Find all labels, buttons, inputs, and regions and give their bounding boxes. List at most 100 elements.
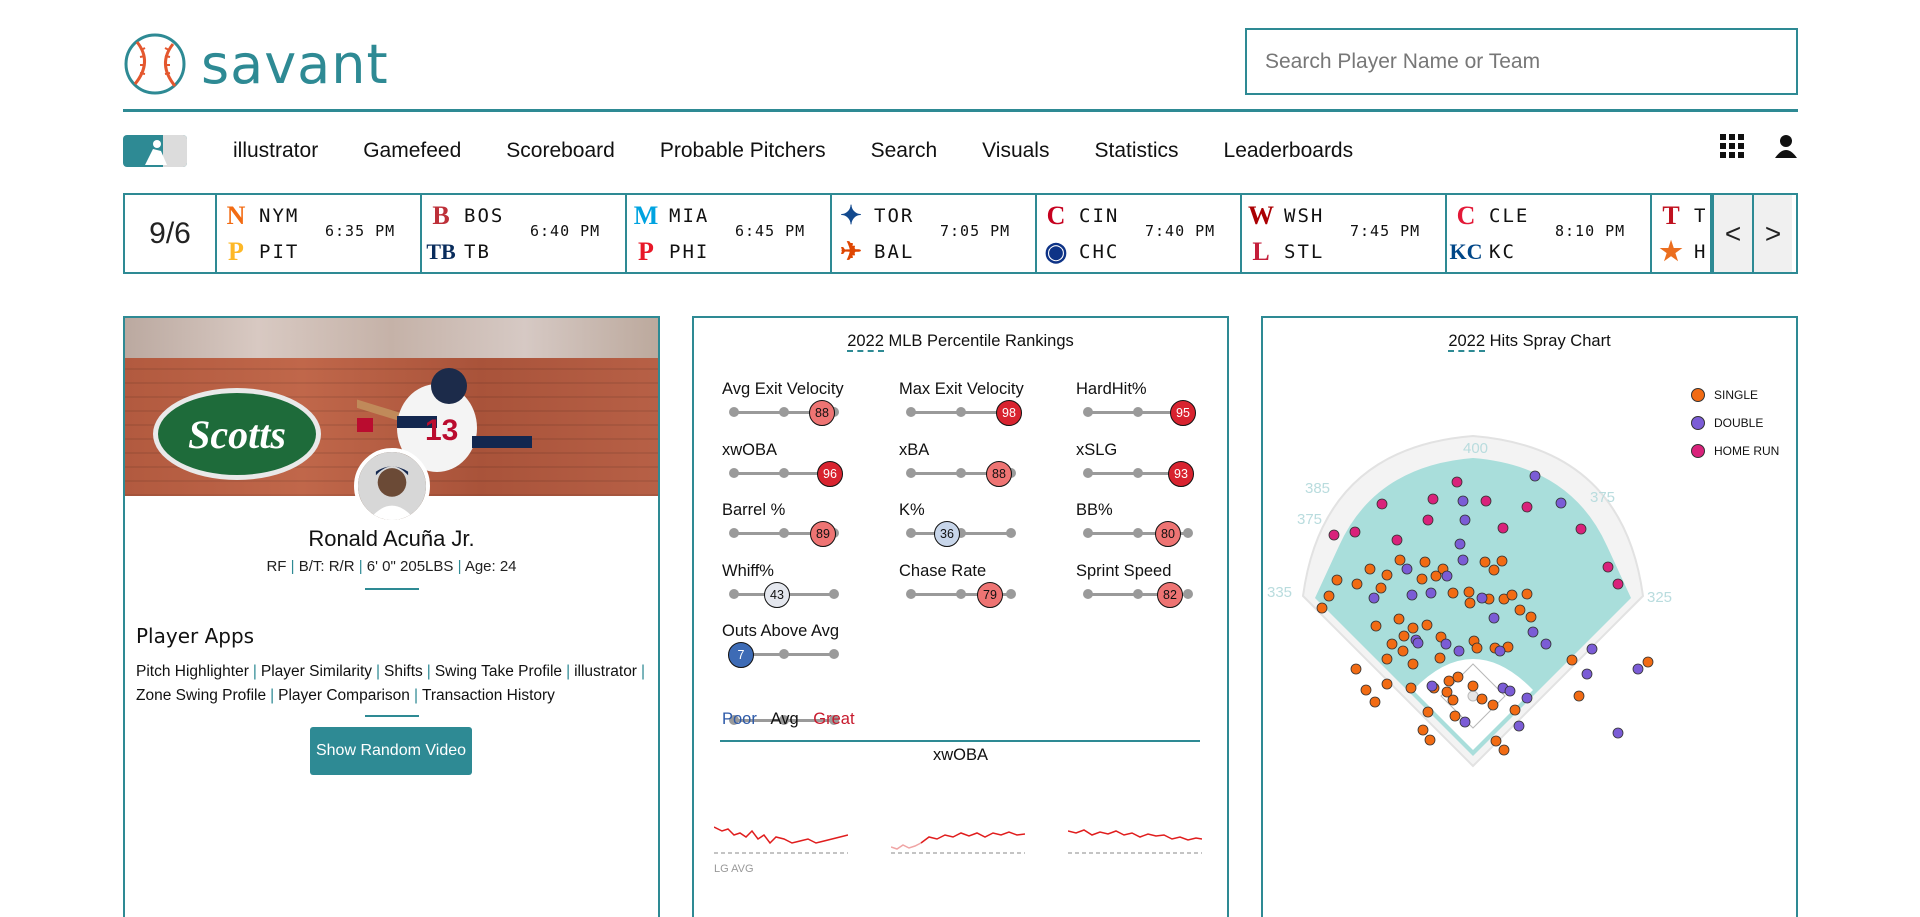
- hit-point-double[interactable]: [1406, 589, 1418, 601]
- hit-point-single[interactable]: [1350, 663, 1362, 675]
- percentile-item[interactable]: xSLG 93: [1076, 441, 1216, 491]
- nav-item-illustrator[interactable]: illustrator: [233, 139, 319, 162]
- game-card[interactable]: ✦ TOR ✈ BAL 7:05 PM: [832, 195, 1037, 272]
- hit-point-single[interactable]: [1407, 622, 1419, 634]
- hit-point-single[interactable]: [1506, 589, 1518, 601]
- app-link-transaction-history[interactable]: Transaction History: [421, 687, 555, 704]
- hit-point-single[interactable]: [1490, 735, 1502, 747]
- percentile-item[interactable]: Avg Exit Velocity 88: [722, 380, 862, 430]
- percentile-item[interactable]: Whiff% 43: [722, 562, 862, 612]
- hit-point-single[interactable]: [1449, 710, 1461, 722]
- hit-point-double[interactable]: [1457, 495, 1469, 507]
- hit-point-single[interactable]: [1419, 556, 1431, 568]
- hit-point-home-run[interactable]: [1602, 561, 1614, 573]
- hit-point-double[interactable]: [1426, 680, 1438, 692]
- hit-point-single[interactable]: [1509, 704, 1521, 716]
- percentile-item[interactable]: xBA 88: [899, 441, 1039, 491]
- hit-point-double[interactable]: [1494, 645, 1506, 657]
- hit-point-home-run[interactable]: [1497, 522, 1509, 534]
- hit-point-double[interactable]: [1527, 626, 1539, 638]
- show-random-video-button[interactable]: Show Random Video: [310, 727, 472, 775]
- app-link-zone-swing-profile[interactable]: Zone Swing Profile: [136, 687, 267, 704]
- nav-item-statistics[interactable]: Statistics: [1094, 139, 1179, 162]
- hit-point-home-run[interactable]: [1376, 498, 1388, 510]
- hit-point-single[interactable]: [1441, 686, 1453, 698]
- hit-point-single[interactable]: [1525, 611, 1537, 623]
- hit-point-double[interactable]: [1368, 592, 1380, 604]
- mlb-logo-icon[interactable]: [123, 135, 187, 167]
- hit-point-single[interactable]: [1476, 693, 1488, 705]
- hit-point-single[interactable]: [1381, 678, 1393, 690]
- hit-point-single[interactable]: [1434, 652, 1446, 664]
- hit-point-single[interactable]: [1386, 638, 1398, 650]
- hit-point-single[interactable]: [1405, 682, 1417, 694]
- hit-point-double[interactable]: [1441, 570, 1453, 582]
- game-card[interactable]: N NYM P PIT 6:35 PM: [217, 195, 422, 272]
- nav-item-scoreboard[interactable]: Scoreboard: [506, 139, 615, 162]
- hit-point-home-run[interactable]: [1612, 578, 1624, 590]
- hit-point-single[interactable]: [1430, 570, 1442, 582]
- hit-point-single[interactable]: [1479, 556, 1491, 568]
- hit-point-single[interactable]: [1573, 690, 1585, 702]
- hit-point-home-run[interactable]: [1422, 514, 1434, 526]
- hit-point-single[interactable]: [1364, 563, 1376, 575]
- hit-point-single[interactable]: [1463, 586, 1475, 598]
- hit-point-single[interactable]: [1467, 680, 1479, 692]
- hit-point-double[interactable]: [1521, 692, 1533, 704]
- nav-item-search[interactable]: Search: [870, 139, 938, 162]
- app-link-shifts[interactable]: Shifts: [384, 663, 423, 680]
- hit-point-single[interactable]: [1514, 604, 1526, 616]
- hit-point-double[interactable]: [1581, 668, 1593, 680]
- hit-point-single[interactable]: [1351, 578, 1363, 590]
- hit-point-single[interactable]: [1642, 656, 1654, 668]
- savant-logo[interactable]: savant: [123, 32, 389, 96]
- hit-point-double[interactable]: [1412, 637, 1424, 649]
- hit-point-single[interactable]: [1421, 619, 1433, 631]
- hit-point-single[interactable]: [1369, 696, 1381, 708]
- hit-point-single[interactable]: [1394, 554, 1406, 566]
- hit-point-home-run[interactable]: [1427, 493, 1439, 505]
- app-link-illustrator[interactable]: illustrator: [574, 663, 637, 680]
- apps-grid-icon[interactable]: [1720, 134, 1744, 158]
- percentile-item[interactable]: Barrel % 89: [722, 501, 862, 551]
- percentile-item[interactable]: K% 36: [899, 501, 1039, 551]
- user-icon[interactable]: [1774, 134, 1798, 158]
- hit-point-double[interactable]: [1555, 497, 1567, 509]
- hit-point-single[interactable]: [1393, 613, 1405, 625]
- game-card[interactable]: W WSH L STL 7:45 PM: [1242, 195, 1447, 272]
- hit-point-single[interactable]: [1566, 654, 1578, 666]
- hit-point-single[interactable]: [1496, 555, 1508, 567]
- hit-point-single[interactable]: [1381, 569, 1393, 581]
- hit-point-double[interactable]: [1459, 514, 1471, 526]
- hit-point-double[interactable]: [1401, 563, 1413, 575]
- percentile-item[interactable]: Chase Rate 79: [899, 562, 1039, 612]
- hit-point-single[interactable]: [1488, 564, 1500, 576]
- hit-point-single[interactable]: [1452, 671, 1464, 683]
- hit-point-single[interactable]: [1443, 675, 1455, 687]
- hit-point-double[interactable]: [1459, 716, 1471, 728]
- hit-point-home-run[interactable]: [1451, 476, 1463, 488]
- app-link-pitch-highlighter[interactable]: Pitch Highlighter: [136, 663, 249, 680]
- hit-point-single[interactable]: [1398, 630, 1410, 642]
- hit-point-home-run[interactable]: [1480, 495, 1492, 507]
- hit-point-single[interactable]: [1416, 573, 1428, 585]
- percentile-item[interactable]: HardHit% 95: [1076, 380, 1216, 430]
- app-link-swing-take-profile[interactable]: Swing Take Profile: [434, 663, 563, 680]
- hit-point-double[interactable]: [1425, 587, 1437, 599]
- percentile-item[interactable]: Outs Above Avg 7: [722, 622, 862, 672]
- nav-item-visuals[interactable]: Visuals: [982, 139, 1050, 162]
- hit-point-double[interactable]: [1586, 643, 1598, 655]
- hit-point-single[interactable]: [1370, 620, 1382, 632]
- hit-point-single[interactable]: [1471, 642, 1483, 654]
- nav-item-leaderboards[interactable]: Leaderboards: [1223, 139, 1354, 162]
- hit-point-single[interactable]: [1323, 590, 1335, 602]
- percentile-item[interactable]: BB% 80: [1076, 501, 1216, 551]
- search-input[interactable]: [1245, 28, 1798, 95]
- hit-point-double[interactable]: [1476, 592, 1488, 604]
- hit-point-single[interactable]: [1417, 724, 1429, 736]
- game-card[interactable]: C CLE KC KC 8:10 PM: [1447, 195, 1652, 272]
- game-card[interactable]: C CIN ◉ CHC 7:40 PM: [1037, 195, 1242, 272]
- hit-point-double[interactable]: [1612, 727, 1624, 739]
- app-link-player-similarity[interactable]: Player Similarity: [260, 663, 372, 680]
